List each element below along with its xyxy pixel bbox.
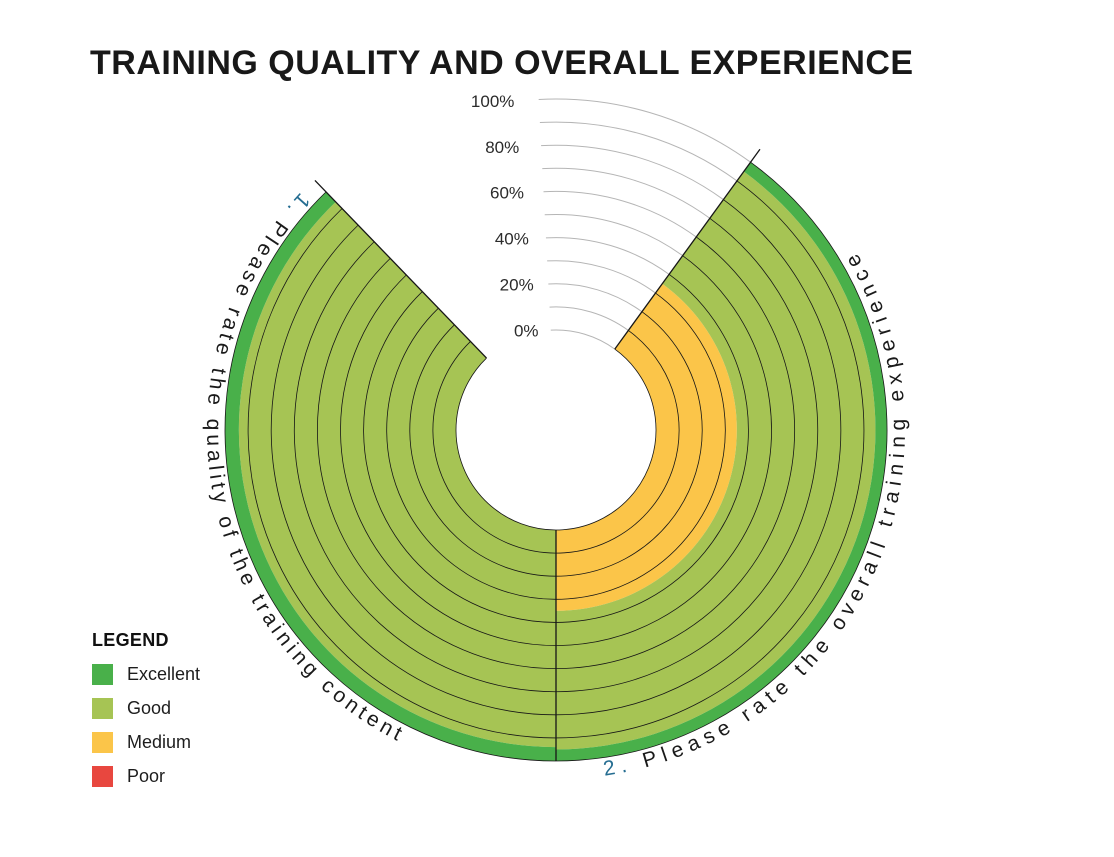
legend-swatch bbox=[92, 664, 113, 685]
legend-label: Good bbox=[127, 698, 172, 718]
wedge-gridline bbox=[432, 330, 680, 554]
gap-gridline bbox=[539, 121, 738, 182]
gap-gridline bbox=[545, 237, 670, 275]
percent-tick-label: 60% bbox=[490, 184, 524, 203]
wedge-gridline bbox=[363, 274, 749, 623]
wedge-boundary-line bbox=[614, 148, 761, 350]
legend: LEGEND Excellent Good Medium Poor bbox=[92, 630, 200, 800]
percent-tick-label: 100% bbox=[471, 92, 514, 111]
wedge-gridline bbox=[247, 180, 865, 739]
legend-title: LEGEND bbox=[92, 630, 169, 650]
gap-gridline bbox=[550, 329, 616, 350]
gap-gridline bbox=[547, 260, 656, 294]
legend-swatch bbox=[92, 698, 113, 719]
legend-item-medium: Medium bbox=[92, 732, 200, 753]
legend-label: Excellent bbox=[127, 664, 201, 684]
segment-q1-good bbox=[238, 201, 556, 748]
percent-tick-label: 40% bbox=[495, 230, 529, 249]
category-number: 2. bbox=[602, 753, 635, 781]
wedge-gridline bbox=[455, 348, 657, 531]
gap-gridline bbox=[538, 98, 751, 163]
legend-item-excellent: Excellent bbox=[92, 664, 200, 685]
gap-gridline bbox=[542, 167, 711, 219]
wedge-gridline bbox=[224, 161, 888, 762]
wedge-gridline bbox=[317, 236, 795, 669]
segment-q2-medium bbox=[556, 283, 737, 611]
gap-gridline bbox=[543, 190, 697, 238]
wedge-gridline bbox=[386, 292, 726, 600]
percent-tick-label: 80% bbox=[485, 138, 519, 157]
wedge-gridline bbox=[340, 255, 772, 646]
gap-gridline bbox=[549, 306, 629, 331]
legend-swatch bbox=[92, 732, 113, 753]
legend-swatch bbox=[92, 766, 113, 787]
chart-title: TRAINING QUALITY AND OVERALL EXPERIENCE bbox=[90, 44, 914, 82]
gap-gridline bbox=[544, 214, 683, 257]
wedge-gridline bbox=[270, 199, 842, 716]
wedge-gridline bbox=[293, 217, 819, 693]
legend-list: Excellent Good Medium Poor bbox=[92, 664, 200, 787]
gap-gridline bbox=[541, 144, 724, 200]
legend-label: Medium bbox=[127, 732, 192, 752]
legend-item-poor: Poor bbox=[92, 766, 200, 787]
percent-tick-label: 0% bbox=[514, 322, 539, 341]
legend-label: Poor bbox=[127, 766, 166, 786]
legend-item-good: Good bbox=[92, 698, 200, 719]
wedge-boundary-line bbox=[314, 179, 488, 359]
percent-tick-label: 20% bbox=[500, 276, 534, 295]
gap-gridline bbox=[548, 283, 643, 313]
wedge-gridline bbox=[409, 311, 703, 577]
